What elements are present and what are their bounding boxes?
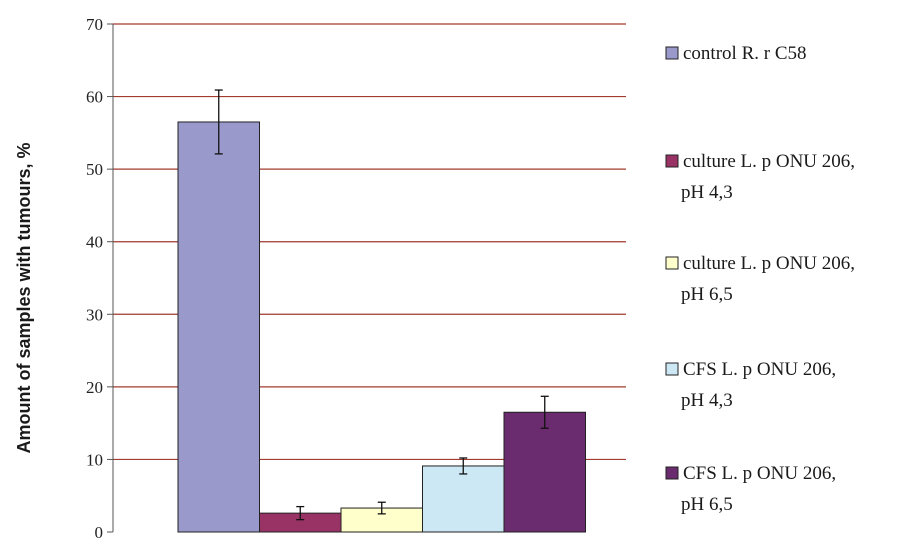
legend-label: pH 4,3 xyxy=(681,182,733,203)
legend-label: pH 4,3 xyxy=(681,390,733,411)
y-axis-label: Amount of samples with tumours, % xyxy=(14,142,34,453)
y-tick-label: 10 xyxy=(86,450,103,469)
bar xyxy=(422,465,505,533)
legend-entry: control R. r C58 xyxy=(665,43,807,64)
y-tick-label: 60 xyxy=(86,88,103,107)
legend-swatch xyxy=(665,154,679,168)
legend-label: pH 6,5 xyxy=(681,494,733,515)
y-tick-label: 20 xyxy=(86,378,103,397)
y-tick-label: 40 xyxy=(86,233,103,252)
legend-swatch xyxy=(665,256,679,270)
legend: control R. r C58 culture L. p ONU 206, pH … xyxy=(665,43,855,515)
bar xyxy=(503,411,586,533)
legend-label: culture L. p ONU 206, xyxy=(683,253,855,274)
y-tick-label: 30 xyxy=(86,305,103,324)
legend-label: control R. r C58 xyxy=(683,43,807,64)
legend-entry: culture L. p ONU 206, pH 6,5 xyxy=(665,253,855,305)
legend-swatch xyxy=(665,46,679,60)
legend-label: CFS L. p ONU 206, xyxy=(683,359,836,380)
legend-swatch xyxy=(665,466,679,480)
legend-entry: CFS L. p ONU 206, pH 4,3 xyxy=(665,359,836,411)
legend-label: pH 6,5 xyxy=(681,284,733,305)
bar xyxy=(177,121,260,533)
legend-entry: culture L. p ONU 206, pH 4,3 xyxy=(665,151,855,203)
error-bars xyxy=(214,89,549,521)
y-tick-label: 0 xyxy=(95,523,104,539)
legend-label: CFS L. p ONU 206, xyxy=(683,463,836,484)
bars xyxy=(177,121,586,533)
y-tick-label: 70 xyxy=(86,15,103,34)
y-tick-label: 50 xyxy=(86,160,103,179)
legend-entry: CFS L. p ONU 206, pH 6,5 xyxy=(665,463,836,515)
y-axis-ticks: 0 10 20 30 40 50 60 70 xyxy=(86,15,113,539)
legend-swatch xyxy=(665,362,679,376)
legend-label: culture L. p ONU 206, xyxy=(683,151,855,172)
